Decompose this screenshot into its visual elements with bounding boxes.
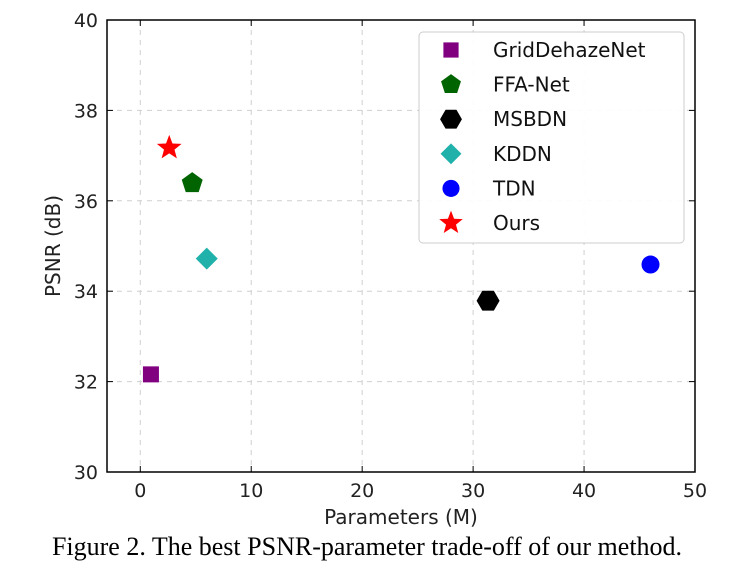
legend-label: TDN: [492, 176, 536, 200]
x-tick-label: 30: [461, 480, 485, 502]
legend-marker-kddn: [440, 143, 462, 165]
axis-ticks: 0 10 20 30 40 50 30 32 34 36 38 40: [74, 10, 707, 502]
y-tick-label: 36: [74, 191, 98, 213]
scatter-chart: 0 10 20 30 40 50 30 32 34 36 38 40 Parameters (M) P…: [41, 10, 707, 529]
figure-caption: Figure 2. The best PSNR-parameter trade-…: [51, 532, 683, 561]
legend-label: KDDN: [493, 142, 552, 166]
y-tick-label: 34: [74, 281, 98, 303]
legend-label: FFA-Net: [493, 73, 570, 97]
legend-marker-msbdn: [440, 109, 462, 129]
data-point-ours: [156, 134, 182, 159]
data-point-ffa-net: [181, 172, 203, 193]
y-tick-label: 40: [74, 10, 98, 32]
y-tick-label: 30: [74, 462, 98, 484]
y-tick-label: 32: [74, 372, 98, 394]
legend-label: GridDehazeNet: [493, 38, 646, 62]
legend-marker-ours: [439, 210, 463, 233]
legend-marker-griddehazenet: [443, 42, 459, 58]
y-axis-label: PSNR (dB): [41, 195, 65, 297]
x-tick-label: 20: [350, 480, 374, 502]
x-tick-label: 40: [572, 480, 596, 502]
y-tick-label: 38: [74, 100, 98, 122]
legend-marker-ffa-net: [441, 74, 461, 94]
data-points: [142, 134, 660, 383]
x-tick-label: 0: [134, 480, 146, 502]
legend-marker-tdn: [442, 179, 460, 197]
legend-box: [418, 31, 685, 244]
legend-label: Ours: [493, 211, 540, 235]
data-point-tdn: [641, 255, 660, 274]
plot-frame: [106, 19, 696, 473]
data-point-msbdn: [476, 290, 500, 311]
x-tick-label: 10: [239, 480, 263, 502]
legend: GridDehazeNet FFA-Net MSBDN KDDN TDN Ours: [418, 31, 685, 244]
legend-label: MSBDN: [493, 107, 567, 131]
x-tick-label: 50: [683, 480, 707, 502]
x-axis-label: Parameters (M): [324, 505, 478, 529]
data-point-griddehazenet: [142, 366, 159, 383]
data-point-kddn: [195, 247, 218, 270]
